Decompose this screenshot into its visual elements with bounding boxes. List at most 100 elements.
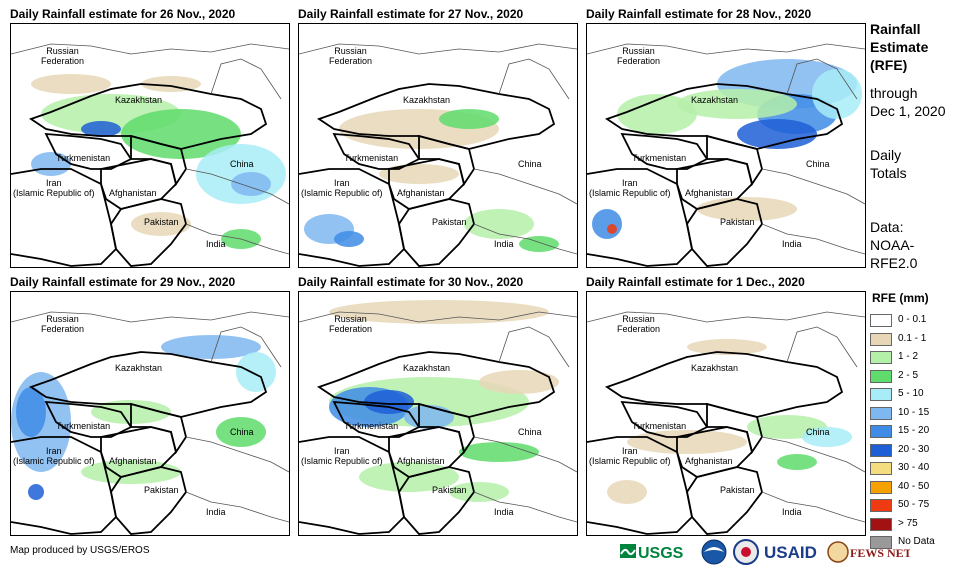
rainfall-map: Russian Federation Kazakhstan Turkmenistan… bbox=[586, 291, 866, 536]
legend-title: RFE (mm) bbox=[872, 291, 929, 305]
country-label-china: China bbox=[806, 159, 830, 169]
legend-swatch bbox=[870, 443, 892, 457]
country-label-iran: Iran (Islamic Republic of) bbox=[589, 178, 671, 198]
usaid-logo: USAID bbox=[762, 538, 826, 566]
country-border bbox=[316, 351, 556, 418]
panel-title: Daily Rainfall estimate for 1 Dec., 2020 bbox=[586, 275, 805, 289]
country-border bbox=[604, 351, 844, 418]
rainfall-area bbox=[464, 209, 534, 239]
country-border bbox=[620, 400, 709, 438]
legend-swatch bbox=[870, 332, 892, 346]
country-label-iran: Iran (Islamic Republic of) bbox=[301, 178, 383, 198]
legend-swatch bbox=[870, 517, 892, 531]
country-label-kazakhstan: Kazakhstan bbox=[691, 95, 739, 105]
legend-label: 0.1 - 1 bbox=[898, 332, 927, 344]
country-label-india: India bbox=[782, 507, 802, 517]
country-label-afghanistan: Afghanistan bbox=[397, 188, 445, 198]
country-label-india: India bbox=[494, 507, 514, 517]
rainfall-area bbox=[334, 231, 364, 247]
rainfall-area bbox=[627, 430, 747, 454]
rainfall-map-panel: Daily Rainfall estimate for 27 Nov., 202… bbox=[298, 7, 578, 269]
legend-label: 50 - 75 bbox=[898, 499, 930, 510]
country-label-iran: Iran (Islamic Republic of) bbox=[301, 446, 383, 466]
country-label-china: China bbox=[518, 159, 542, 169]
rainfall-area bbox=[31, 74, 111, 94]
country-border bbox=[299, 311, 577, 323]
country-label-iran: Iran (Islamic Republic of) bbox=[13, 178, 95, 198]
rainfall-area bbox=[607, 224, 617, 234]
country-border bbox=[316, 83, 556, 150]
rainfall-area bbox=[617, 94, 697, 134]
country-label-china: China bbox=[230, 159, 254, 169]
rainfall-map-panel: Daily Rainfall estimate for 29 Nov., 202… bbox=[10, 275, 290, 537]
rainfall-map: Russian Federation Kazakhstan Turkmenistan… bbox=[10, 291, 290, 536]
country-border bbox=[587, 168, 693, 267]
panel-title: Daily Rainfall estimate for 27 Nov., 202… bbox=[298, 7, 524, 21]
legend-swatch bbox=[870, 406, 892, 420]
fews-net-text: FEWS NET bbox=[850, 546, 910, 560]
country-label-pakistan: Pakistan bbox=[432, 485, 467, 495]
country-border bbox=[473, 223, 577, 255]
country-border bbox=[786, 58, 858, 100]
legend-swatch bbox=[870, 314, 892, 327]
country-border bbox=[706, 134, 763, 187]
country-border bbox=[761, 436, 865, 473]
country-border bbox=[587, 436, 693, 535]
country-border bbox=[473, 491, 577, 523]
map-credit: Map produced by USGS/EROS bbox=[10, 545, 150, 556]
country-border bbox=[498, 58, 570, 100]
country-label-china: China bbox=[230, 427, 254, 437]
map-graphic bbox=[11, 311, 289, 535]
country-label-russia: Russian Federation bbox=[329, 314, 373, 334]
rainfall-map-panel: Daily Rainfall estimate for 30 Nov., 202… bbox=[298, 275, 578, 537]
country-label-pakistan: Pakistan bbox=[144, 217, 179, 227]
map-graphic bbox=[587, 311, 865, 535]
country-border bbox=[761, 491, 865, 523]
country-label-india: India bbox=[206, 239, 226, 249]
rainfall-area bbox=[439, 109, 499, 129]
usaid-text: USAID bbox=[764, 543, 817, 562]
country-label-russia: Russian Federation bbox=[617, 314, 661, 334]
country-border bbox=[686, 466, 763, 535]
usgs-text: USGS bbox=[638, 545, 684, 562]
rainfall-area bbox=[141, 76, 201, 92]
rainfall-area bbox=[161, 335, 261, 359]
country-label-china: China bbox=[806, 427, 830, 437]
country-border bbox=[473, 168, 577, 205]
rainfall-map: Russian Federation Kazakhstan Turkmenistan… bbox=[586, 23, 866, 268]
legend-label: 2 - 5 bbox=[898, 369, 919, 381]
country-label-kazakhstan: Kazakhstan bbox=[691, 363, 739, 373]
country-border bbox=[44, 132, 133, 170]
country-border bbox=[11, 43, 289, 55]
country-border bbox=[604, 83, 844, 150]
country-label-turkmenistan: Turkmenistan bbox=[344, 421, 399, 431]
country-label-kazakhstan: Kazakhstan bbox=[115, 363, 163, 373]
rainfall-area bbox=[364, 390, 414, 414]
usgs-logo: USGS bbox=[620, 538, 698, 566]
country-label-turkmenistan: Turkmenistan bbox=[344, 153, 399, 163]
country-label-china: China bbox=[518, 427, 542, 437]
legend-label: 10 - 15 bbox=[898, 406, 930, 418]
country-label-afghanistan: Afghanistan bbox=[397, 456, 445, 466]
country-label-russia: Russian Federation bbox=[41, 314, 85, 334]
country-border bbox=[587, 311, 865, 323]
legend-swatch bbox=[870, 536, 892, 549]
country-label-kazakhstan: Kazakhstan bbox=[115, 95, 163, 105]
rainfall-area bbox=[81, 121, 121, 137]
country-label-turkmenistan: Turkmenistan bbox=[632, 421, 687, 431]
legend-swatch bbox=[870, 499, 892, 512]
country-label-india: India bbox=[782, 239, 802, 249]
country-label-india: India bbox=[494, 239, 514, 249]
country-border bbox=[210, 326, 282, 368]
legend-label: 15 - 20 bbox=[898, 425, 930, 436]
rainfall-area bbox=[236, 352, 276, 392]
panel-title: Daily Rainfall estimate for 30 Nov., 202… bbox=[298, 275, 524, 289]
country-label-turkmenistan: Turkmenistan bbox=[56, 421, 111, 431]
rainfall-area bbox=[329, 300, 549, 324]
legend-label: > 75 bbox=[898, 517, 918, 529]
country-border bbox=[398, 198, 475, 267]
rainfall-map-panel: Daily Rainfall estimate for 26 Nov., 202… bbox=[10, 7, 290, 269]
rainfall-area bbox=[28, 484, 44, 500]
legend-swatch bbox=[870, 425, 892, 438]
rainfall-area bbox=[216, 417, 266, 447]
